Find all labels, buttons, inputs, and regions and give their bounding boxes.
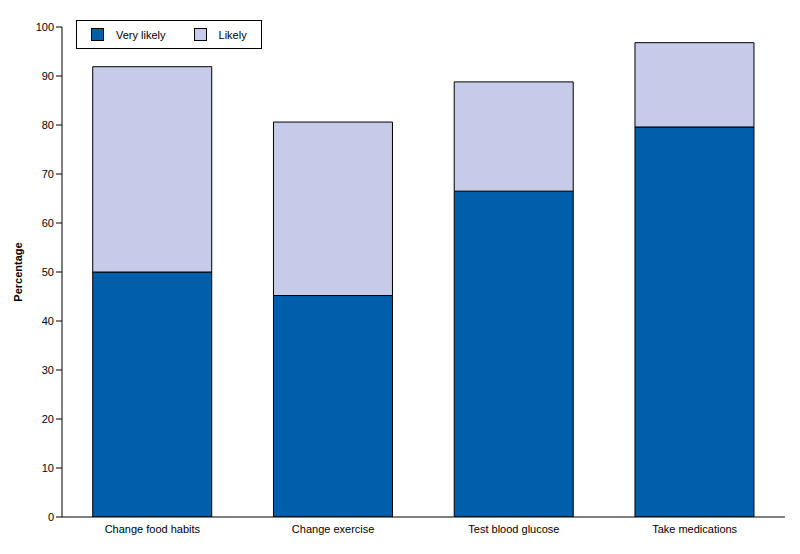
svg-text:Change food habits: Change food habits xyxy=(105,523,201,535)
svg-text:40: 40 xyxy=(42,315,54,327)
svg-text:Test blood glucose: Test blood glucose xyxy=(468,523,559,535)
svg-text:100: 100 xyxy=(36,21,54,33)
html-text:Likely: Likely xyxy=(218,28,247,41)
svg-text:Take medications: Take medications xyxy=(652,523,737,535)
svg-text:50: 50 xyxy=(42,266,54,278)
svg-text:90: 90 xyxy=(42,70,54,82)
svg-text:30: 30 xyxy=(42,364,54,376)
svg-text:20: 20 xyxy=(42,413,54,425)
svg-text:10: 10 xyxy=(42,462,54,474)
svg-text:0: 0 xyxy=(48,511,54,523)
svg-text:Percentage: Percentage xyxy=(12,242,24,301)
svg-text:80: 80 xyxy=(42,119,54,131)
svg-text:70: 70 xyxy=(42,168,54,180)
html-text:Very likely: Very likely xyxy=(116,28,166,41)
svg-text:Change exercise: Change exercise xyxy=(292,523,375,535)
svg-text:60: 60 xyxy=(42,217,54,229)
